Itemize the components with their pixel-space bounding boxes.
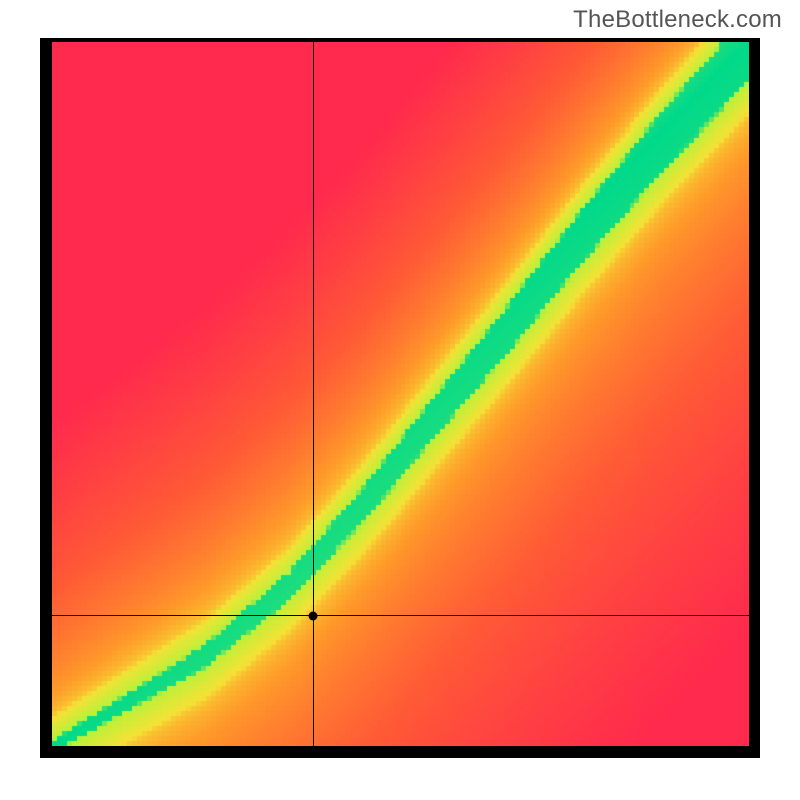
- crosshair-marker-dot: [309, 611, 318, 620]
- crosshair-horizontal-line: [52, 615, 749, 616]
- bottleneck-heatmap: [52, 42, 749, 746]
- crosshair-vertical-line: [313, 42, 314, 746]
- watermark-text: TheBottleneck.com: [573, 6, 782, 34]
- chart-container: TheBottleneck.com: [0, 0, 800, 800]
